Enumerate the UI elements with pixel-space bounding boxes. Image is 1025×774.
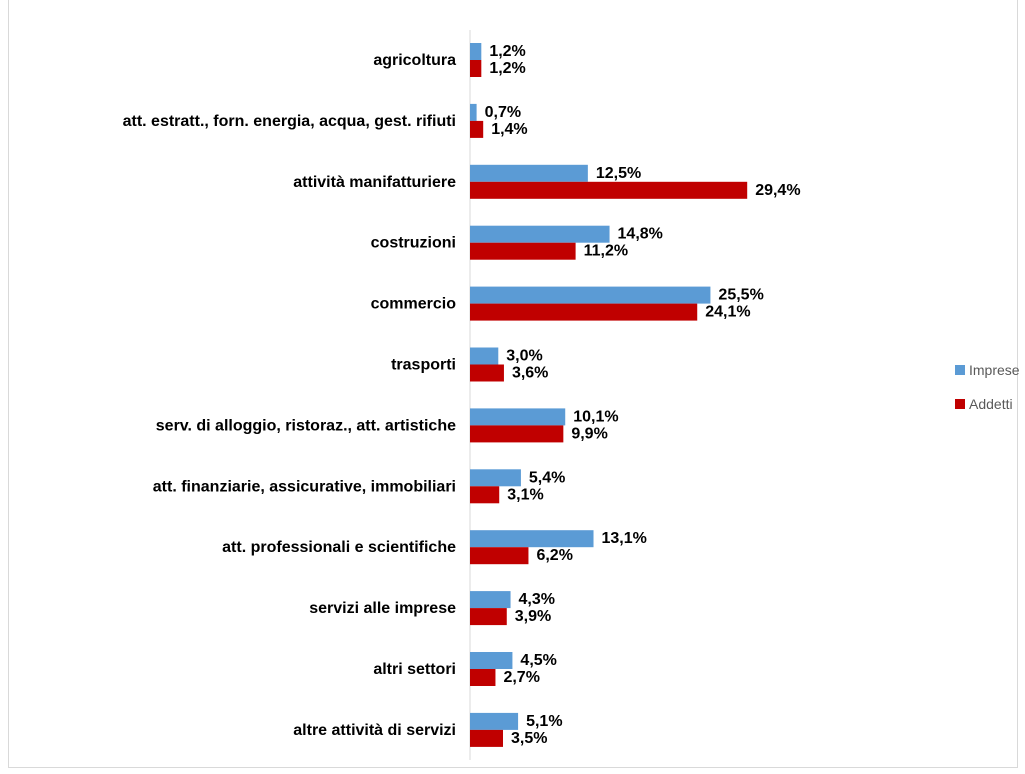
bar-imprese [470,408,566,426]
bar-addetti [470,120,484,138]
category-label: commercio [371,296,457,313]
bar-imprese [470,286,711,304]
data-label-addetti: 9,9% [571,425,607,442]
bar-addetti [470,669,496,686]
data-label-imprese: 13,1% [602,530,647,547]
data-label-imprese: 5,1% [526,713,562,730]
category-label: serv. di alloggio, ristoraz., att. artis… [156,417,456,434]
data-label-addetti: 2,7% [503,669,539,686]
data-label-imprese: 1,2% [489,43,525,60]
bar-imprese [470,591,511,609]
legend-swatch-imprese [955,365,965,375]
data-label-imprese: 25,5% [718,287,763,304]
data-label-addetti: 11,2% [584,243,628,260]
legend-label-addetti: Addetti [969,396,1013,412]
bar-addetti [470,547,529,565]
bar-imprese [470,43,482,60]
bar-imprese [470,347,499,365]
category-label: att. estratt., forn. energia, acqua, ges… [123,113,456,130]
legend-swatch-addetti [955,399,965,409]
data-label-imprese: 4,3% [519,591,555,608]
bar-addetti [470,242,576,260]
bar-addetti [470,303,698,321]
data-label-addetti: 6,2% [536,547,572,564]
bar-imprese [470,469,521,487]
data-label-imprese: 12,5% [596,165,641,182]
data-label-addetti: 1,4% [491,121,527,138]
chart-svg: agricoltura 1,2%1,2% att. estratt., forn. … [123,30,1019,760]
labels-layer: agricoltura 1,2%1,2% att. estratt., forn. … [123,43,801,747]
category-label: attività manifatturiere [293,174,456,191]
data-label-addetti: 29,4% [755,182,800,199]
data-label-imprese: 3,0% [506,348,542,365]
category-label: costruzioni [371,235,456,252]
data-label-addetti: 24,1% [705,304,750,321]
category-label: agricoltura [373,52,456,69]
data-label-addetti: 1,2% [489,60,525,77]
data-label-imprese: 10,1% [573,408,618,425]
category-label: att. finanziarie, assicurative, immobili… [153,478,456,495]
bar-imprese [470,652,513,669]
bar-addetti [470,486,500,504]
category-label: altre attività di servizi [293,722,456,739]
data-label-addetti: 3,6% [512,365,548,382]
category-label: trasporti [391,357,456,374]
bar-imprese [470,712,519,730]
data-label-addetti: 3,1% [507,486,543,503]
data-label-imprese: 4,5% [520,652,556,669]
data-label-addetti: 3,9% [515,608,551,625]
bar-imprese [470,164,588,182]
data-label-imprese: 0,7% [485,104,521,121]
bar-imprese [470,103,477,121]
bars-layer [470,43,748,747]
bar-addetti [470,425,564,443]
bar-addetti [470,60,482,77]
chart-frame: agricoltura 1,2% 1,2% att. estratt., forn. … [8,0,1019,768]
data-label-imprese: 14,8% [618,226,663,243]
data-label-addetti: 3,5% [511,730,547,747]
bar-addetti [470,364,504,382]
legend: Imprese Addetti [955,362,1019,412]
bar-addetti [470,608,507,626]
category-label: att. professionali e scientifiche [222,539,456,556]
bar-addetti [470,181,748,199]
legend-label-imprese: Imprese [969,362,1019,378]
bar-imprese [470,225,610,243]
category-label: servizi alle imprese [309,600,456,617]
bar-imprese [470,530,594,548]
data-label-imprese: 5,4% [529,469,565,486]
category-label: altri settori [373,661,456,678]
bar-addetti [470,729,503,747]
